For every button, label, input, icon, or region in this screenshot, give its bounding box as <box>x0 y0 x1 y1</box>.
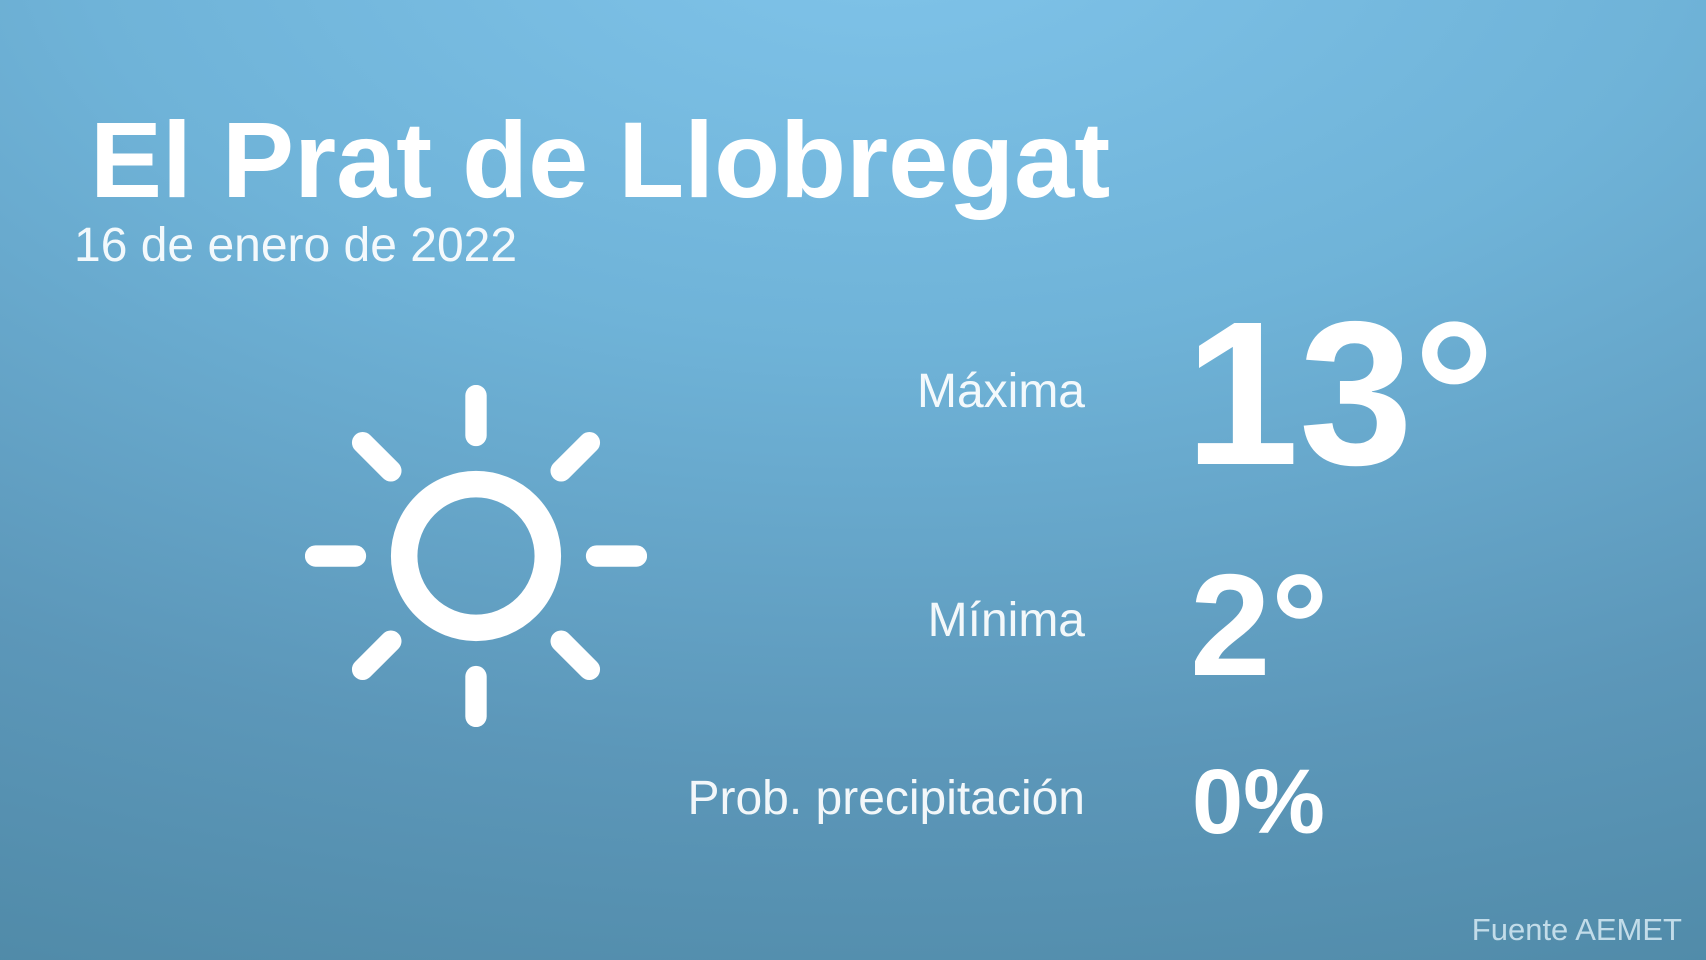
precipitation-probability-value: 0% <box>1192 751 1325 853</box>
min-temp-label: Mínima <box>927 594 1085 647</box>
forecast-date: 16 de enero de 2022 <box>74 219 518 272</box>
page-title: El Prat de Llobregat <box>90 99 1111 220</box>
min-temp-value: 2° <box>1190 544 1329 706</box>
max-temp-value: 13° <box>1185 279 1496 508</box>
sun-icon <box>305 385 647 727</box>
max-temp-label: Máxima <box>916 365 1085 418</box>
source-attribution: Fuente AEMET <box>1471 912 1682 947</box>
precipitation-probability-label: Prob. precipitación <box>687 772 1085 825</box>
